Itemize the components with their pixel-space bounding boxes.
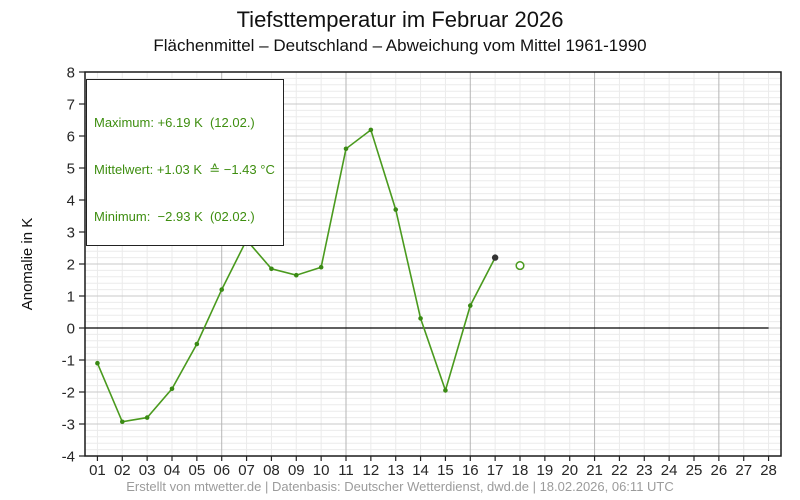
data-point xyxy=(393,207,399,212)
x-tick-label: 16 xyxy=(462,462,479,479)
legend-line-maximum: Maximum: +6.19 K (12.02.) xyxy=(94,114,255,130)
y-tick-label: -1 xyxy=(62,353,75,370)
x-tick-label: 10 xyxy=(313,462,330,479)
x-tick-label: 20 xyxy=(561,462,578,479)
data-point xyxy=(443,388,448,393)
chart-footer: Erstellt von mtwetter.de | Datenbasis: D… xyxy=(126,479,674,494)
y-tick-label: 2 xyxy=(67,257,75,274)
x-tick-label: 07 xyxy=(238,462,255,479)
x-tick-label: 19 xyxy=(537,462,554,479)
data-point xyxy=(418,316,423,321)
chart-subtitle: Flächenmittel – Deutschland – Abweichung… xyxy=(153,36,647,55)
y-tick-label: 5 xyxy=(67,161,75,178)
x-tick-label: 04 xyxy=(164,462,181,479)
data-point xyxy=(119,419,125,425)
x-tick-label: 24 xyxy=(661,462,678,479)
y-tick-label: 0 xyxy=(67,321,75,338)
data-point xyxy=(318,264,324,270)
data-point xyxy=(194,341,200,347)
x-tick-label: 11 xyxy=(338,462,354,479)
data-point xyxy=(467,303,473,308)
x-tick-label: 08 xyxy=(263,462,280,479)
y-tick-label: -3 xyxy=(62,417,75,434)
x-tick-label: 06 xyxy=(213,462,230,479)
stats-legend: Maximum: +6.19 K (12.02.) Mittelwert: +1… xyxy=(86,79,284,246)
y-tick-label: 6 xyxy=(67,129,75,146)
x-tick-label: 25 xyxy=(686,462,703,479)
data-point xyxy=(343,146,349,152)
x-tick-label: 18 xyxy=(512,462,529,479)
data-point xyxy=(293,272,299,278)
x-tick-label: 28 xyxy=(760,462,777,479)
x-tick-label: 02 xyxy=(114,462,131,479)
x-tick-label: 13 xyxy=(387,462,404,479)
legend-line-mittelwert: Mittelwert: +1.03 K ≙ −1.43 °C xyxy=(94,161,275,177)
y-tick-label: 7 xyxy=(67,97,75,114)
data-point xyxy=(144,415,150,420)
y-axis-label: Anomalie in K xyxy=(19,218,36,311)
x-tick-label: 05 xyxy=(189,462,206,479)
data-point xyxy=(169,386,175,392)
y-tick-label: -4 xyxy=(62,449,75,466)
y-tick-label: 4 xyxy=(67,193,75,210)
x-tick-label: 03 xyxy=(139,462,156,479)
y-tick-label: -2 xyxy=(62,385,75,402)
y-tick-label: 1 xyxy=(67,289,75,306)
x-tick-label: 14 xyxy=(412,462,429,479)
x-tick-label: 23 xyxy=(636,462,653,479)
data-point xyxy=(95,360,100,366)
x-tick-label: 26 xyxy=(711,462,728,479)
data-point xyxy=(219,287,225,292)
y-tick-label: 8 xyxy=(67,65,75,82)
x-tick-label: 01 xyxy=(89,462,106,479)
chart-title: Tiefsttemperatur im Februar 2026 xyxy=(236,7,564,32)
x-tick-label: 22 xyxy=(611,462,628,479)
x-tick-label: 27 xyxy=(735,462,752,479)
data-point xyxy=(368,127,374,133)
series-markers xyxy=(95,127,499,425)
forecast-point xyxy=(515,261,525,271)
x-tick-label: 12 xyxy=(363,462,380,479)
y-tick-label: 3 xyxy=(67,225,75,242)
data-point xyxy=(269,266,274,272)
legend-line-minimum: Minimum: −2.93 K (02.02.) xyxy=(94,209,255,225)
x-tick-label: 17 xyxy=(487,462,504,479)
x-tick-label: 15 xyxy=(437,462,454,479)
data-point-latest xyxy=(491,254,499,261)
x-tick-label: 09 xyxy=(288,462,305,479)
x-tick-label: 21 xyxy=(586,462,603,479)
